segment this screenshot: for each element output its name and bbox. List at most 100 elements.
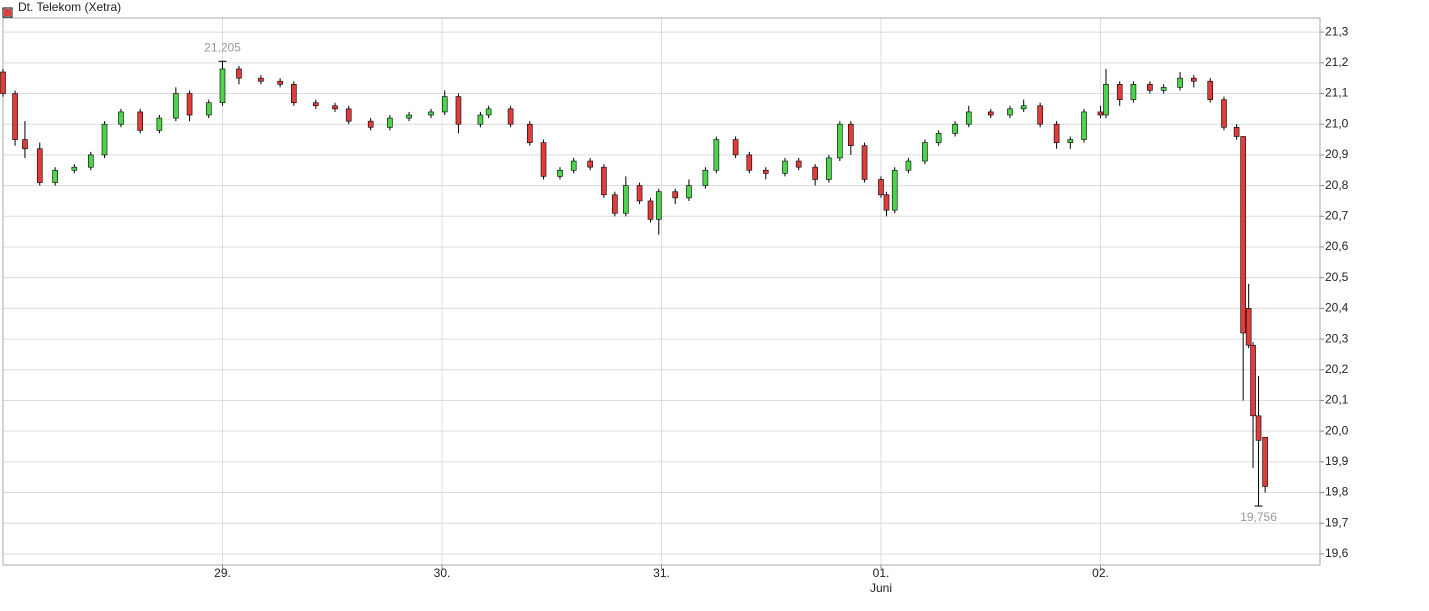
candle-body (647, 200, 654, 220)
candle-body (1245, 308, 1252, 346)
x-tick-label: 29. (214, 566, 231, 580)
candle-body (1190, 77, 1197, 82)
candle-body (1037, 105, 1043, 125)
x-tick-label: 30. (434, 566, 451, 580)
candle-body (1221, 99, 1227, 128)
annotation-label: 19,756 (1240, 510, 1277, 524)
candle-body (291, 84, 297, 104)
x-tick-label: 31. (653, 566, 670, 580)
candle-body (88, 154, 94, 168)
candle-body (1233, 126, 1240, 137)
candle-body (891, 169, 898, 211)
candle-body (277, 80, 283, 85)
candle-body (826, 157, 832, 180)
candle-body (612, 194, 618, 214)
candle-body (623, 185, 629, 214)
y-tick-label: 20,0 (1325, 423, 1349, 437)
candle-body (1130, 84, 1137, 100)
candle-body (1240, 136, 1246, 334)
candle-body (883, 194, 890, 211)
candle-body (205, 102, 212, 116)
candle-body (236, 68, 242, 79)
y-tick-label: 20,3 (1325, 331, 1349, 345)
y-tick-label: 21,2 (1325, 55, 1349, 69)
candle-body (137, 111, 143, 131)
candle-body (156, 117, 163, 131)
y-tick-label: 20,5 (1325, 270, 1349, 284)
candle-body (1020, 105, 1027, 110)
candle-body (0, 71, 6, 94)
candle-body (477, 114, 484, 125)
y-tick-label: 20,8 (1325, 178, 1349, 192)
candle-body (1053, 123, 1060, 143)
y-tick-label: 21,0 (1325, 116, 1349, 130)
candle-body (507, 108, 514, 125)
candle-body (861, 145, 868, 180)
y-tick-label: 20,7 (1325, 208, 1349, 222)
candle-body (118, 111, 124, 125)
candle-body (36, 148, 43, 183)
candle-body (922, 142, 928, 162)
candle-body (387, 117, 393, 128)
y-tick-label: 20,6 (1325, 239, 1349, 253)
candle-body (367, 120, 374, 128)
candle-body (1147, 84, 1153, 91)
candle-body (173, 93, 179, 119)
candle-body (905, 160, 912, 171)
candle-body (71, 166, 78, 171)
candle-body (186, 93, 193, 116)
candle-body (587, 160, 593, 168)
candle-body (455, 96, 462, 125)
annotation-label: 21,205 (204, 40, 241, 54)
candle-body (795, 160, 802, 168)
candle-body (848, 123, 854, 146)
y-tick-label: 19,7 (1325, 515, 1349, 529)
candle-body (345, 108, 352, 122)
candle-body (686, 185, 692, 199)
candle-body (52, 169, 58, 183)
candle-body (702, 169, 709, 186)
candle-body (636, 185, 643, 202)
y-tick-label: 21,1 (1325, 86, 1349, 100)
candle-body (672, 191, 679, 199)
candle-body (837, 123, 843, 159)
y-tick-label: 21,3 (1325, 24, 1349, 38)
candle-body (557, 169, 563, 177)
candle-body (1103, 84, 1109, 116)
y-tick-label: 20,2 (1325, 362, 1349, 376)
candle-body (258, 77, 264, 82)
candle-body (713, 139, 720, 171)
candle-body (219, 68, 226, 104)
candle-body (1207, 80, 1214, 100)
candle-body (1067, 139, 1074, 143)
candle-body (1250, 344, 1256, 417)
candle-body (1255, 415, 1262, 441)
y-tick-label: 20,1 (1325, 393, 1349, 407)
candle-body (878, 179, 884, 196)
y-tick-label: 20,9 (1325, 147, 1349, 161)
candle-body (570, 160, 577, 171)
y-tick-label: 19,6 (1325, 546, 1349, 560)
x-tick-label: 01. (873, 566, 890, 580)
candle-body (12, 93, 18, 140)
legend-swatch (4, 9, 11, 16)
candle-body (987, 111, 994, 116)
candle-body (812, 166, 818, 180)
legend-label: Dt. Telekom (Xetra) (18, 0, 121, 14)
candle-body (1116, 84, 1123, 100)
candle-body (312, 102, 319, 107)
candle-body (732, 139, 739, 156)
y-tick-label: 19,9 (1325, 454, 1349, 468)
candle-body (655, 191, 662, 220)
candle-body (526, 123, 533, 143)
candle-body (935, 133, 942, 143)
candle-body (952, 123, 958, 134)
candle-body (101, 123, 108, 156)
candle-body (1177, 77, 1183, 88)
candle-body (601, 166, 607, 196)
candle-body (406, 114, 412, 119)
month-label: Juni (870, 581, 892, 595)
candle-body (762, 169, 769, 174)
candle-body (485, 108, 492, 116)
